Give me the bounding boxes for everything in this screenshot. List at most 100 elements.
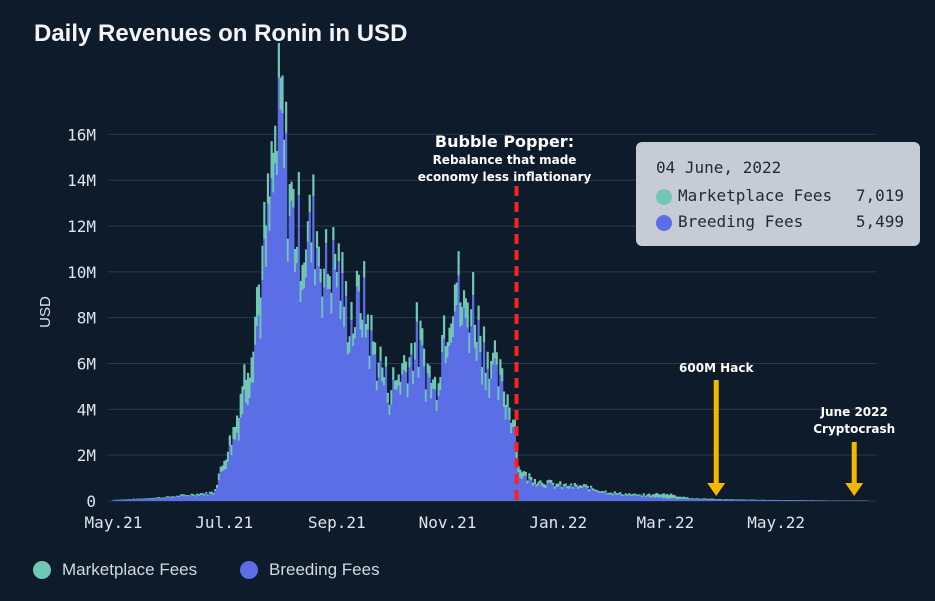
marketplace-bar [573, 482, 576, 487]
marketplace-bar [272, 152, 275, 193]
breeding-bar [196, 494, 199, 501]
breeding-bar [473, 347, 477, 501]
y-tick-label: 14M [67, 171, 96, 190]
marketplace-bar [259, 297, 262, 339]
breeding-bar [486, 369, 489, 501]
breeding-bar [419, 340, 422, 501]
tooltip-row-marketplace: Marketplace Fees 7,019 [656, 186, 904, 208]
annotation-text: 600M Hack [679, 361, 754, 375]
breeding-bar [771, 500, 774, 501]
breeding-bar [433, 389, 437, 501]
breeding-bar [286, 261, 290, 501]
breeding-bar [615, 494, 618, 501]
breeding-bar [697, 499, 700, 501]
breeding-bar [373, 354, 377, 501]
marketplace-bar [610, 492, 613, 495]
marketplace-bar [530, 477, 533, 481]
breeding-bar [299, 302, 302, 501]
legend-label: Breeding Fees [269, 560, 380, 579]
marketplace-bar [706, 498, 709, 500]
marketplace-bar [524, 471, 527, 476]
breeding-bar [190, 495, 193, 501]
breeding-bar [384, 366, 388, 501]
marketplace-bar [346, 342, 349, 355]
breeding-bar [731, 499, 734, 501]
marketplace-bar [299, 280, 302, 303]
breeding-bar [450, 342, 453, 501]
marketplace-bar [477, 305, 480, 320]
breeding-bar [243, 389, 246, 501]
marketplace-bar [649, 495, 653, 498]
marketplace-bar [504, 404, 507, 420]
marketplace-bar [212, 492, 215, 495]
breeding-bar [715, 499, 718, 501]
breeding-bar [275, 175, 279, 501]
breeding-bar [412, 384, 415, 501]
breeding-bar [510, 433, 513, 501]
marketplace-bar [357, 274, 360, 292]
breeding-bar [646, 496, 649, 501]
marketplace-bar [265, 225, 268, 268]
marketplace-bar [413, 342, 417, 360]
breeding-bar [742, 499, 745, 501]
marketplace-bar [593, 489, 596, 492]
breeding-bar [328, 289, 331, 501]
breeding-bar [297, 195, 300, 502]
breeding-bar [268, 230, 271, 501]
marketplace-bar [501, 368, 504, 382]
marketplace-bar [704, 498, 707, 500]
marketplace-bar [468, 332, 471, 354]
marketplace-bar [470, 309, 473, 327]
breeding-bar [588, 491, 591, 501]
marketplace-bar [446, 342, 449, 358]
breeding-bar [793, 500, 796, 501]
breeding-bar [379, 360, 382, 501]
marketplace-bar [522, 471, 526, 477]
breeding-bar [666, 498, 669, 501]
breeding-bar [738, 500, 742, 501]
marketplace-bar [575, 484, 578, 487]
marketplace-bar [317, 246, 320, 267]
marketplace-bar [526, 480, 529, 484]
breeding-bar [197, 496, 201, 501]
breeding-bar [789, 500, 792, 501]
breeding-bar [746, 500, 749, 501]
breeding-bar [401, 374, 404, 501]
breeding-bar [782, 500, 785, 501]
marketplace-bar [560, 486, 564, 490]
marketplace-bar [257, 284, 261, 316]
y-tick-label: 4M [77, 400, 96, 419]
breeding-bar [154, 498, 157, 501]
breeding-bar [728, 499, 731, 501]
marketplace-bar [691, 498, 694, 499]
breeding-bar [718, 499, 722, 501]
breeding-bar [475, 361, 478, 501]
breeding-bar [205, 493, 208, 501]
breeding-bar [452, 337, 455, 501]
breeding-bar [521, 479, 524, 501]
marketplace-bar [461, 307, 464, 326]
marketplace-bar [417, 366, 420, 378]
breeding-bar [161, 498, 164, 501]
breeding-bar [192, 496, 195, 501]
marketplace-bar [263, 201, 266, 239]
marketplace-bar [646, 494, 649, 497]
marketplace-bar [354, 327, 357, 339]
marketplace-bar [568, 485, 571, 489]
breeding-bar [214, 491, 217, 501]
marketplace-bar [635, 494, 638, 497]
breeding-bar [802, 500, 805, 501]
marketplace-bar [339, 300, 342, 320]
marketplace-bar [715, 499, 718, 500]
marketplace-bar [348, 336, 351, 353]
breeding-bar [557, 486, 560, 501]
breeding-bar [423, 366, 426, 501]
marketplace-bar [695, 498, 698, 500]
breeding-bar [141, 499, 144, 501]
marketplace-bar [644, 495, 647, 498]
marketplace-bar [749, 499, 753, 501]
breeding-bar [740, 499, 743, 501]
marketplace-bar [393, 380, 397, 390]
breeding-bar [559, 484, 562, 501]
marketplace-bar [165, 496, 168, 498]
